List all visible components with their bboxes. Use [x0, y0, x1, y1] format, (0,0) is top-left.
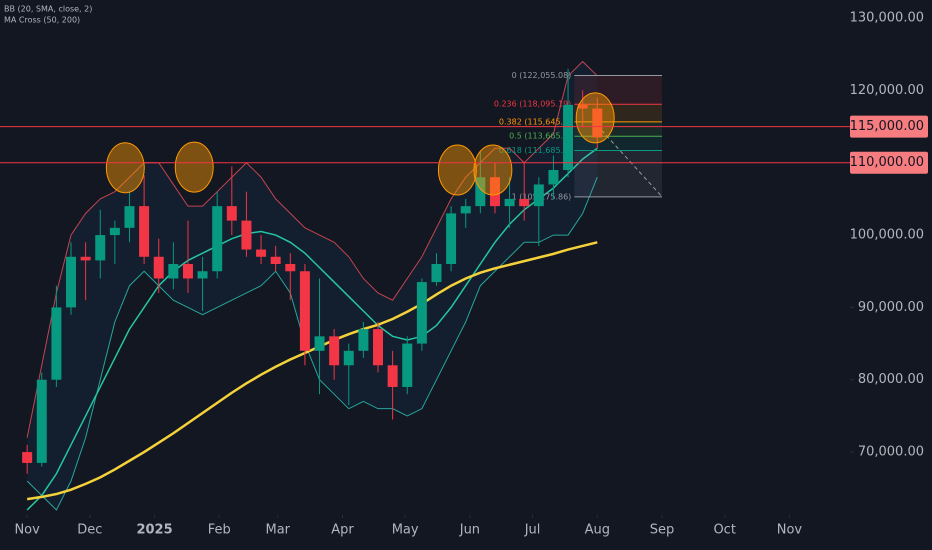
price-label: 110,000.00: [850, 155, 924, 170]
candle-body: [212, 206, 223, 272]
candle-body: [343, 350, 354, 366]
candle-body: [66, 256, 77, 308]
candle-body: [387, 365, 398, 387]
ma-fast: [26, 147, 598, 511]
candle-body: [489, 177, 500, 207]
ma-slow: [26, 241, 598, 501]
candle-body: [285, 264, 296, 272]
candle-body: [358, 329, 369, 351]
fib-label: 0.5 (113,665.4): [509, 132, 571, 141]
highlight-circle: [105, 142, 145, 194]
candle-body: [431, 264, 442, 283]
candle-body: [329, 336, 340, 366]
candle-body: [153, 256, 164, 279]
candle-body: [446, 213, 457, 265]
x-tick-label: Sep: [650, 523, 675, 538]
candle-body: [168, 264, 179, 279]
x-tick-label: 2025: [136, 523, 172, 538]
candle-body: [241, 220, 252, 250]
x-tick-label: Jul: [524, 523, 541, 538]
candle-body: [51, 307, 62, 380]
x-tick-label: Feb: [208, 523, 231, 538]
price-label: 115,000.00: [850, 119, 924, 134]
candle-body: [592, 108, 603, 138]
x-tick-label: Apr: [331, 523, 354, 538]
candle-body: [299, 271, 310, 351]
highlight-circle: [575, 92, 615, 144]
candle-body: [402, 343, 413, 387]
fib-label: 0 (122,055.08): [512, 71, 572, 80]
candle-body: [563, 104, 574, 170]
candle-body: [519, 198, 530, 207]
candle-body: [270, 256, 281, 265]
x-tick-label: Aug: [585, 523, 610, 538]
x-tick-label: Oct: [713, 523, 735, 538]
candle-body: [80, 256, 91, 261]
fib-zone: [574, 75, 663, 105]
fib-label: 0.236 (118,095.19): [494, 100, 572, 109]
candle-body: [256, 249, 267, 257]
bb-lower: [26, 177, 598, 511]
fib-label: 0.618 (111,685.6): [499, 146, 571, 155]
fib-zone: [574, 136, 663, 151]
projection-line: [601, 129, 663, 198]
x-tick-label: Nov: [14, 523, 40, 538]
x-tick-label: Dec: [77, 523, 102, 538]
candle-body: [548, 169, 559, 185]
highlight-circle: [473, 144, 513, 196]
y-tick-label: 90,000.00: [858, 300, 924, 315]
candle-body: [109, 227, 120, 236]
price-label-box: [850, 115, 928, 138]
indicator-label: MA Cross (50, 200): [4, 16, 80, 25]
candle-body: [36, 379, 47, 463]
highlight-circle: [174, 141, 214, 193]
indicator-label: BB (20, SMA, close, 2): [4, 5, 92, 14]
candle-body: [139, 206, 150, 257]
highlight-circle: [437, 144, 477, 196]
candle-body: [533, 184, 544, 207]
candle-body: [416, 282, 427, 344]
candle-body: [314, 336, 325, 351]
candle-body: [95, 235, 106, 261]
fib-zone: [574, 150, 663, 197]
x-tick-label: Jun: [459, 523, 480, 538]
candle-body: [577, 104, 588, 109]
y-tick-label: 100,000.00: [850, 228, 924, 243]
y-tick-label: 80,000.00: [858, 372, 924, 387]
candle-body: [475, 177, 486, 207]
fib-label: 0.382 (115,645.4): [499, 117, 571, 126]
candle-body: [460, 206, 471, 214]
y-tick-label: 130,000.00: [850, 11, 924, 26]
candle-body: [226, 206, 237, 221]
x-tick-label: Nov: [777, 523, 803, 538]
x-tick-label: Mar: [265, 523, 290, 538]
candle-body: [182, 264, 193, 279]
x-tick-label: May: [392, 523, 419, 538]
candle-body: [197, 271, 208, 279]
y-tick-label: 70,000.00: [858, 445, 924, 460]
candle-body: [373, 329, 384, 366]
band-fill: [27, 61, 598, 510]
y-tick-label: 120,000.00: [850, 83, 924, 98]
price-label-box: [850, 151, 928, 174]
candle-body: [124, 206, 135, 228]
candle-body: [504, 198, 515, 207]
candle-body: [22, 452, 33, 463]
